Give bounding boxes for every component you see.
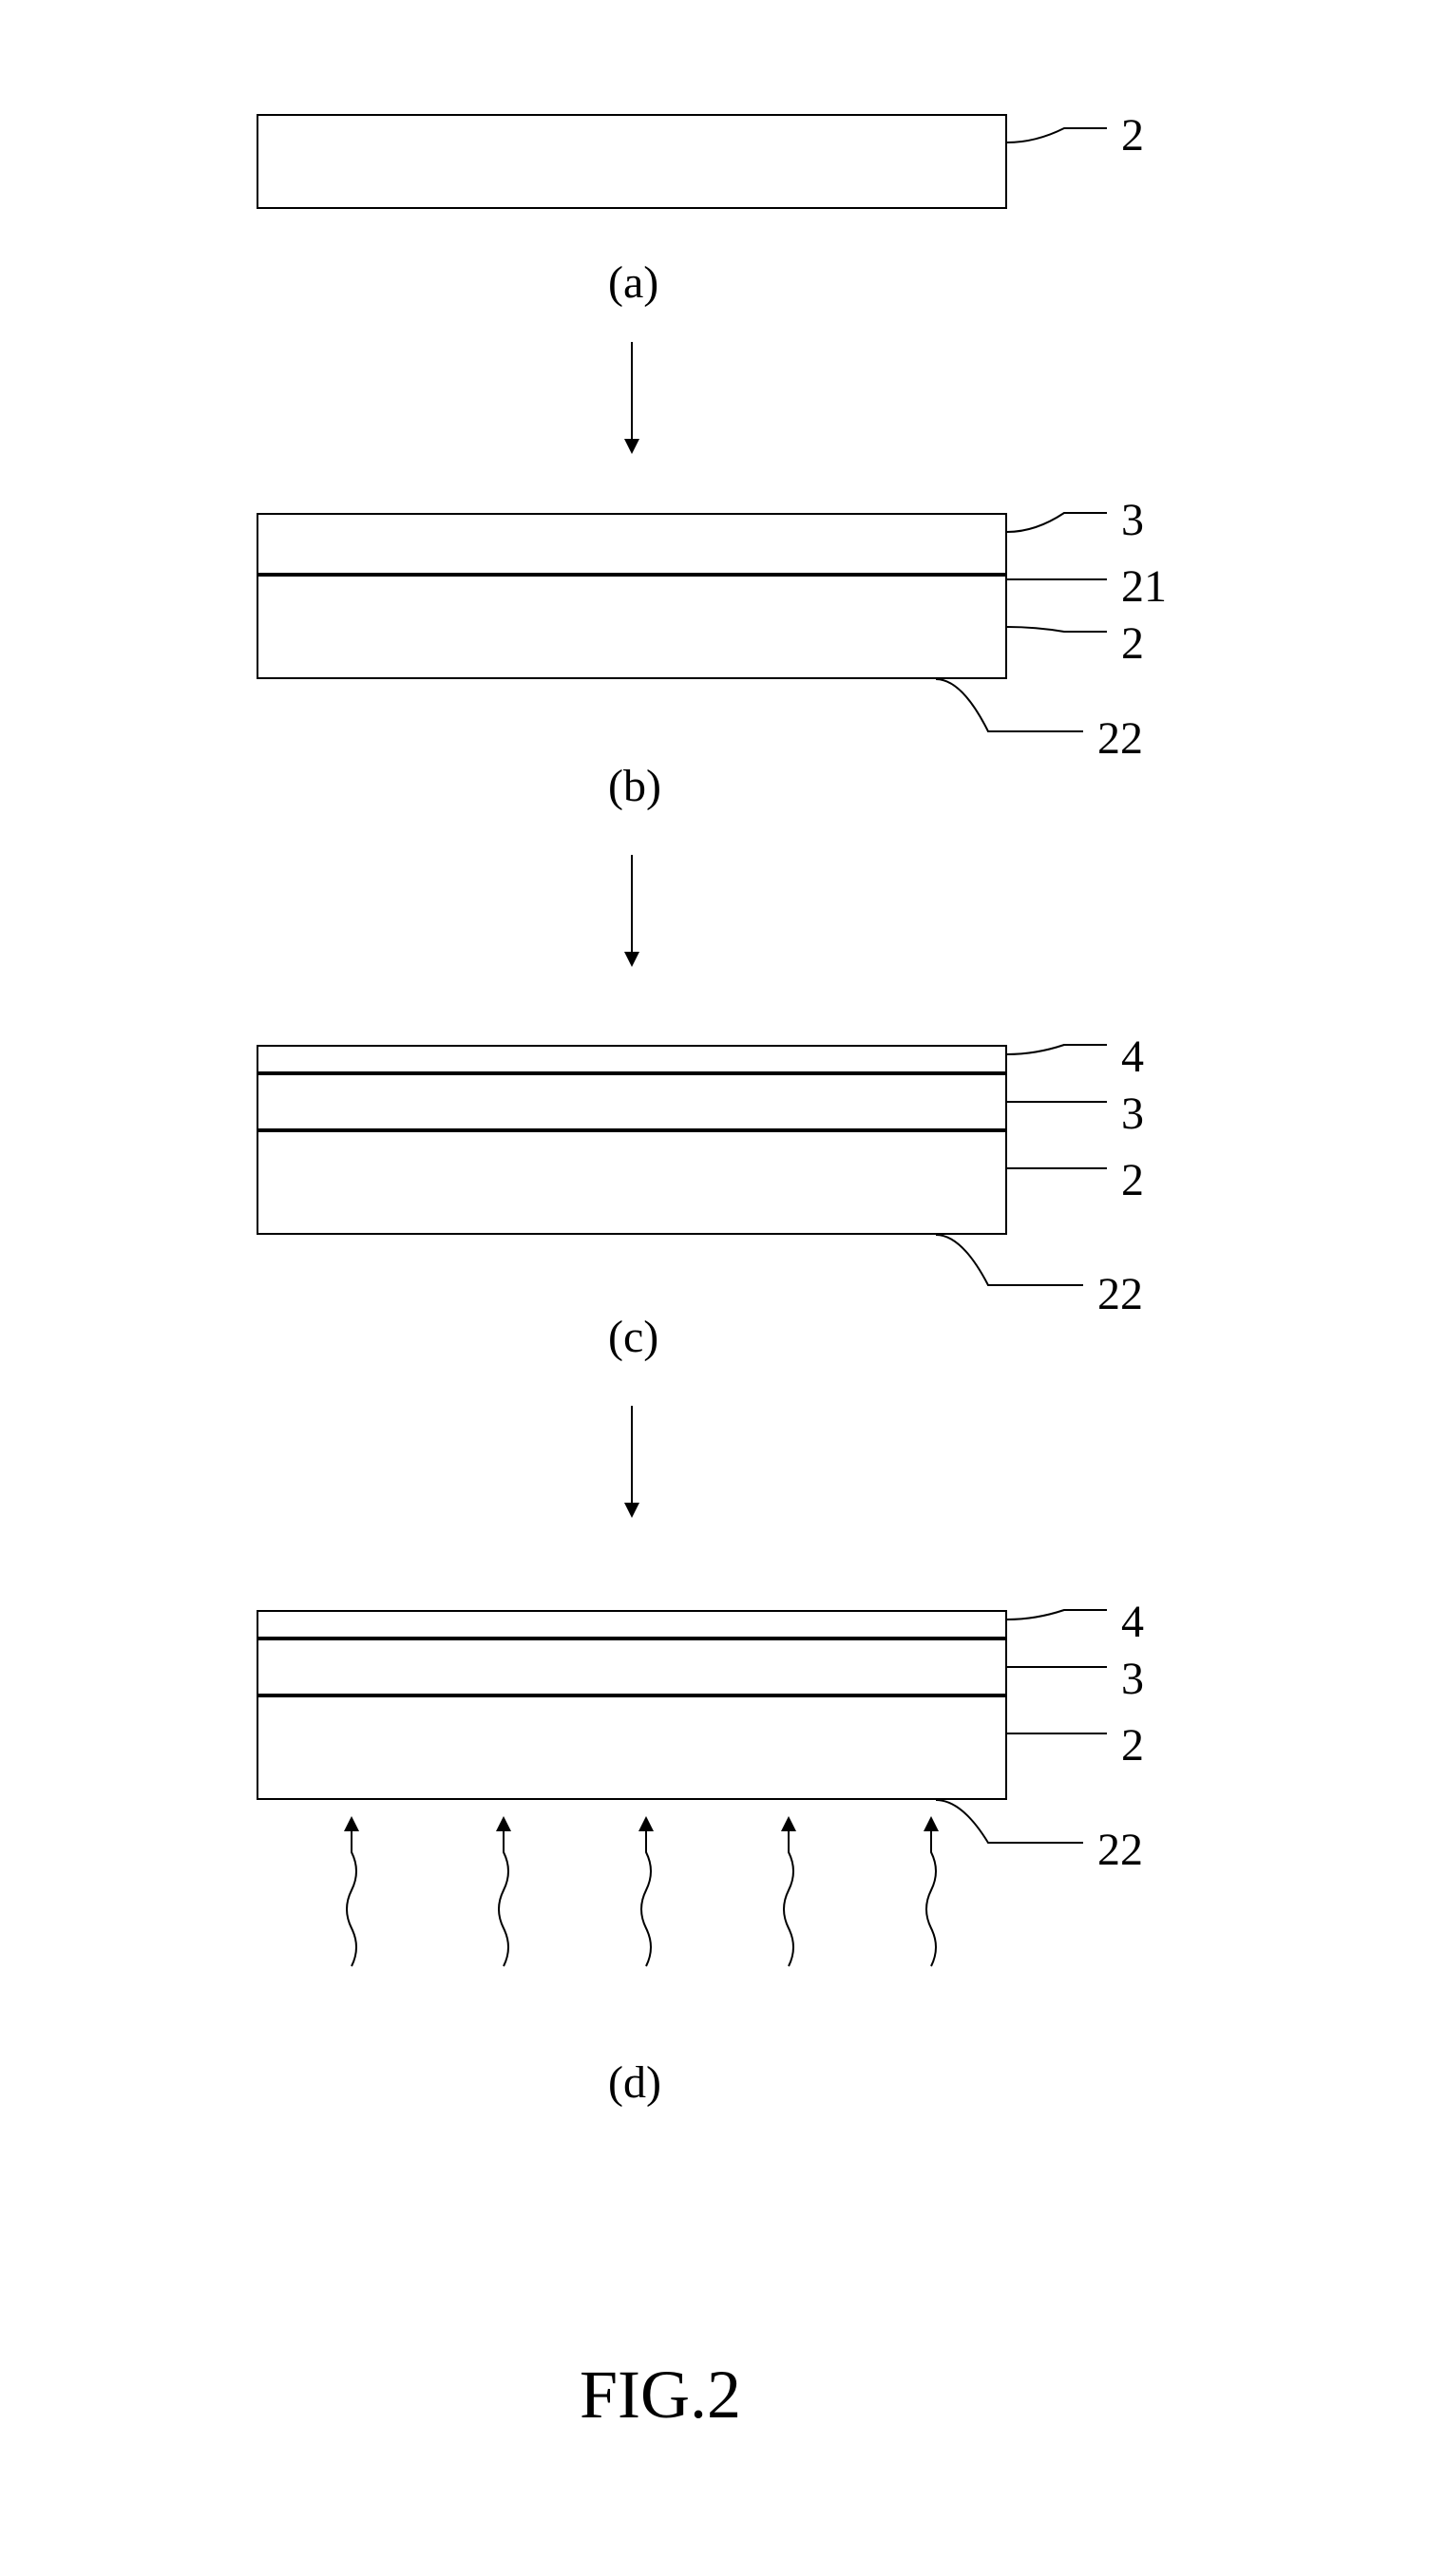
- panel-d-layer-3: [257, 1638, 1007, 1695]
- ref-label-c-4: 4: [1121, 1031, 1144, 1083]
- ref-label-a-2: 2: [1121, 109, 1144, 161]
- panel-label-c: (c): [608, 1311, 658, 1363]
- ref-label-d-4: 4: [1121, 1596, 1144, 1648]
- figure-container: 2 (a) 3 21 2 22 (b) 4 3 2 22 (c) 4 3 2 2…: [0, 0, 1429, 2576]
- ref-label-b-21: 21: [1121, 560, 1167, 613]
- ref-label-b-3: 3: [1121, 494, 1144, 546]
- panel-label-a: (a): [608, 256, 658, 309]
- panel-d-layer-4: [257, 1610, 1007, 1638]
- panel-b-layer-2: [257, 575, 1007, 679]
- figure-title: FIG.2: [580, 2356, 741, 2434]
- svg-overlay: [0, 0, 1429, 2576]
- ref-label-c-22: 22: [1097, 1268, 1143, 1320]
- panel-label-b: (b): [608, 760, 661, 812]
- panel-c-layer-2: [257, 1130, 1007, 1235]
- ref-label-c-3: 3: [1121, 1088, 1144, 1140]
- panel-a-layer-2: [257, 114, 1007, 209]
- ref-label-c-2: 2: [1121, 1154, 1144, 1206]
- ref-label-d-3: 3: [1121, 1653, 1144, 1705]
- ref-label-b-22: 22: [1097, 712, 1143, 765]
- panel-c-layer-4: [257, 1045, 1007, 1073]
- panel-b-layer-3: [257, 513, 1007, 575]
- ref-label-b-2: 2: [1121, 617, 1144, 670]
- panel-d-layer-2: [257, 1695, 1007, 1800]
- panel-label-d: (d): [608, 2056, 661, 2109]
- ref-label-d-2: 2: [1121, 1719, 1144, 1771]
- panel-c-layer-3: [257, 1073, 1007, 1130]
- ref-label-d-22: 22: [1097, 1824, 1143, 1876]
